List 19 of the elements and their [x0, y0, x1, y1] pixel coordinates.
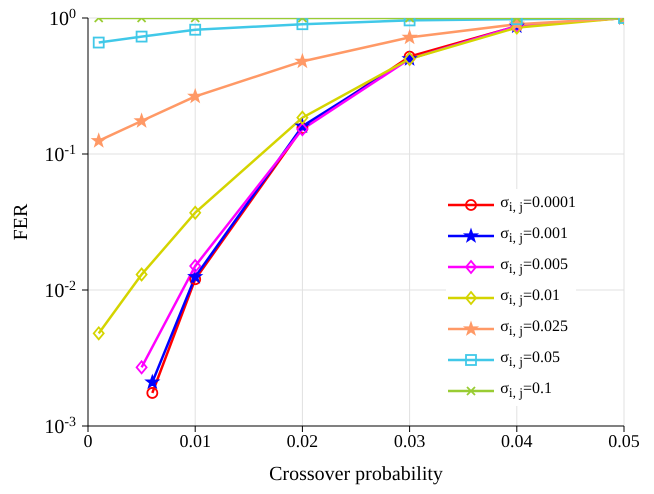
y-tick-label: 10$^{0}$ — [49, 6, 76, 30]
x-tick-label: 0.02 — [286, 430, 318, 451]
x-tick-label: 0.03 — [394, 430, 426, 451]
y-tick-label: 10$^{-3}$ — [44, 414, 76, 438]
legend-label: σ$_{i, j}$=0.01 — [500, 286, 560, 308]
legend-label: σ$_{i, j}$=0.005 — [500, 256, 568, 278]
y-tick-label: 10$^{-1}$ — [44, 142, 76, 166]
x-tick-label: 0.05 — [608, 430, 640, 451]
x-tick-label: 0.04 — [501, 430, 533, 451]
legend-label: σ$_{i, j}$=0.1 — [500, 380, 552, 402]
legend-label: σ$_{i, j}$=0.0001 — [500, 194, 576, 216]
x-axis-title: Crossover probability — [269, 463, 443, 485]
x-tick-label: 0.01 — [179, 430, 211, 451]
legend-label: σ$_{i, j}$=0.05 — [500, 348, 560, 370]
legend-label: σ$_{i, j}$=0.025 — [500, 318, 568, 340]
legend-label: σ$_{i, j}$=0.001 — [500, 224, 568, 246]
y-axis-title: FER — [10, 203, 32, 240]
x-tick-label: 0 — [84, 430, 92, 451]
y-tick-label: 10$^{-2}$ — [44, 278, 76, 302]
